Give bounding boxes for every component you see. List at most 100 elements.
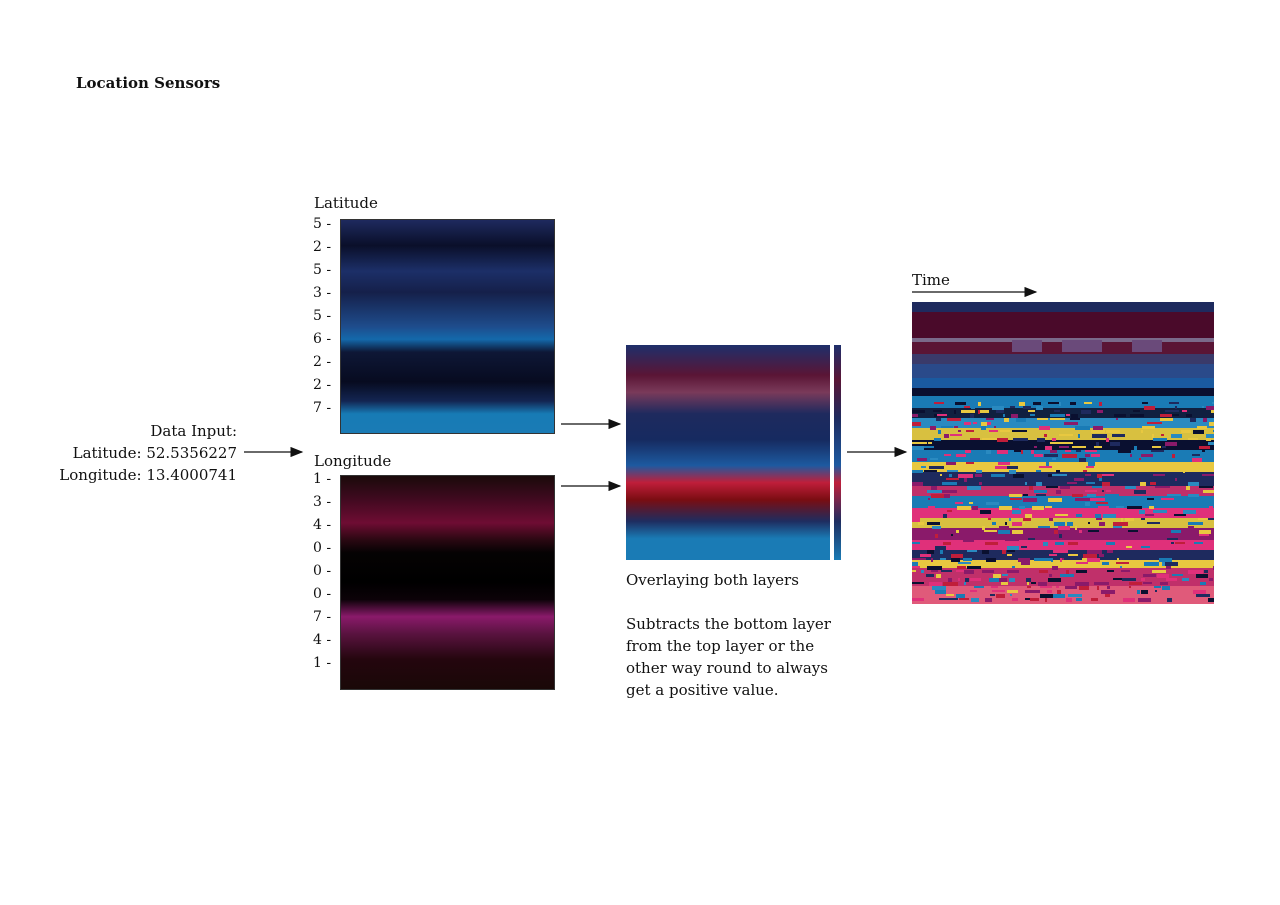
texture-block: [912, 518, 920, 522]
texture-block: [1102, 490, 1104, 492]
texture-block: [1096, 442, 1099, 446]
texture-block: [958, 430, 961, 432]
texture-block: [1172, 574, 1183, 576]
texture-block: [1059, 442, 1073, 444]
texture-block: [1091, 598, 1098, 601]
texture-block: [1009, 470, 1016, 474]
texture-block: [957, 566, 966, 569]
texture-block: [996, 594, 1005, 598]
texture-block: [1052, 474, 1067, 476]
texture-block: [912, 442, 927, 444]
texture-block: [1186, 414, 1192, 417]
overlay-description: Subtracts the bottom layer from the top …: [626, 613, 846, 701]
texture-block: [1075, 582, 1089, 586]
texture-block: [1209, 578, 1213, 581]
texture-block: [959, 598, 969, 600]
texture-block: [1103, 514, 1116, 518]
texture-block: [931, 494, 944, 498]
texture-block: [1052, 438, 1056, 441]
texture-block: [1162, 458, 1166, 462]
texture-block: [935, 546, 946, 550]
texture-block: [1188, 570, 1203, 574]
texture-block: [1048, 402, 1059, 404]
texture-block: [1165, 410, 1179, 412]
texture-block: [1143, 582, 1152, 584]
texture-block: [980, 410, 989, 413]
texture-block: [1096, 518, 1102, 520]
texture-block: [951, 554, 963, 558]
texture-block: [1141, 454, 1153, 457]
texture-block: [917, 458, 927, 461]
texture-block: [912, 422, 921, 426]
texture-block: [1153, 474, 1165, 476]
texture-block: [1155, 590, 1157, 592]
texture-block: [969, 502, 973, 504]
texture-block: [1188, 526, 1194, 528]
texture-block: [928, 498, 930, 500]
longitude-digit-label: 0 -: [313, 563, 332, 579]
texture-block: [1088, 462, 1095, 466]
texture-block: [1186, 502, 1199, 505]
texture-block: [1110, 554, 1121, 557]
texture-block: [970, 414, 974, 418]
texture-block: [918, 522, 924, 525]
texture-block: [1076, 598, 1082, 601]
texture-block: [970, 438, 980, 440]
texture-block: [1039, 426, 1050, 430]
texture-block: [950, 434, 962, 436]
texture-block: [982, 570, 994, 573]
texture-block: [1116, 506, 1124, 508]
texture-block: [1197, 426, 1207, 429]
texture-block: [1202, 474, 1214, 476]
texture-block: [1050, 414, 1065, 417]
texture-block: [1151, 450, 1164, 452]
texture-block: [912, 364, 1214, 378]
texture-block: [1012, 340, 1042, 352]
texture-block: [1072, 494, 1083, 497]
texture-block: [1160, 414, 1172, 417]
texture-block: [999, 578, 1007, 582]
texture-block: [1149, 506, 1154, 509]
texture-block: [954, 410, 956, 414]
texture-block: [1132, 340, 1162, 352]
texture-block: [1083, 470, 1087, 472]
texture-block: [1137, 474, 1146, 478]
texture-block: [1066, 414, 1070, 416]
texture-block: [925, 406, 938, 408]
texture-block: [1021, 562, 1030, 565]
texture-block: [1152, 446, 1161, 448]
texture-block: [1188, 482, 1199, 486]
texture-block: [1196, 478, 1200, 482]
texture-block: [1166, 578, 1177, 581]
data-input-longitude: Longitude: 13.4000741: [59, 466, 237, 484]
texture-block: [1036, 470, 1041, 472]
texture-block: [970, 590, 977, 592]
longitude-digit-label: 1 -: [313, 471, 332, 487]
texture-block: [965, 578, 969, 582]
texture-block: [912, 302, 1214, 312]
texture-block: [1053, 550, 1068, 553]
texture-block: [940, 550, 943, 554]
texture-block: [1055, 514, 1068, 516]
texture-block: [1062, 478, 1067, 481]
latitude-gradient-panel: [340, 219, 555, 434]
texture-block: [1092, 486, 1102, 488]
texture-block: [1049, 554, 1057, 556]
texture-block: [1152, 466, 1163, 469]
texture-block: [955, 502, 963, 504]
texture-block: [1075, 498, 1090, 501]
texture-block: [1048, 498, 1062, 502]
texture-block: [985, 542, 998, 545]
overlay-gradient-panel: [626, 345, 830, 560]
texture-block: [1049, 518, 1053, 521]
texture-block: [1138, 598, 1151, 602]
texture-block: [1178, 478, 1187, 480]
texture-block: [1037, 418, 1048, 420]
texture-block: [979, 482, 982, 485]
texture-block: [1065, 586, 1077, 589]
texture-block: [1037, 438, 1045, 442]
texture-block: [1199, 530, 1211, 534]
longitude-digit-axis: 1 - 3 - 4 - 0 - 0 - 0 - 7 - 4 - 1 -: [313, 471, 343, 686]
texture-block: [1182, 578, 1189, 581]
texture-block: [996, 410, 1004, 413]
